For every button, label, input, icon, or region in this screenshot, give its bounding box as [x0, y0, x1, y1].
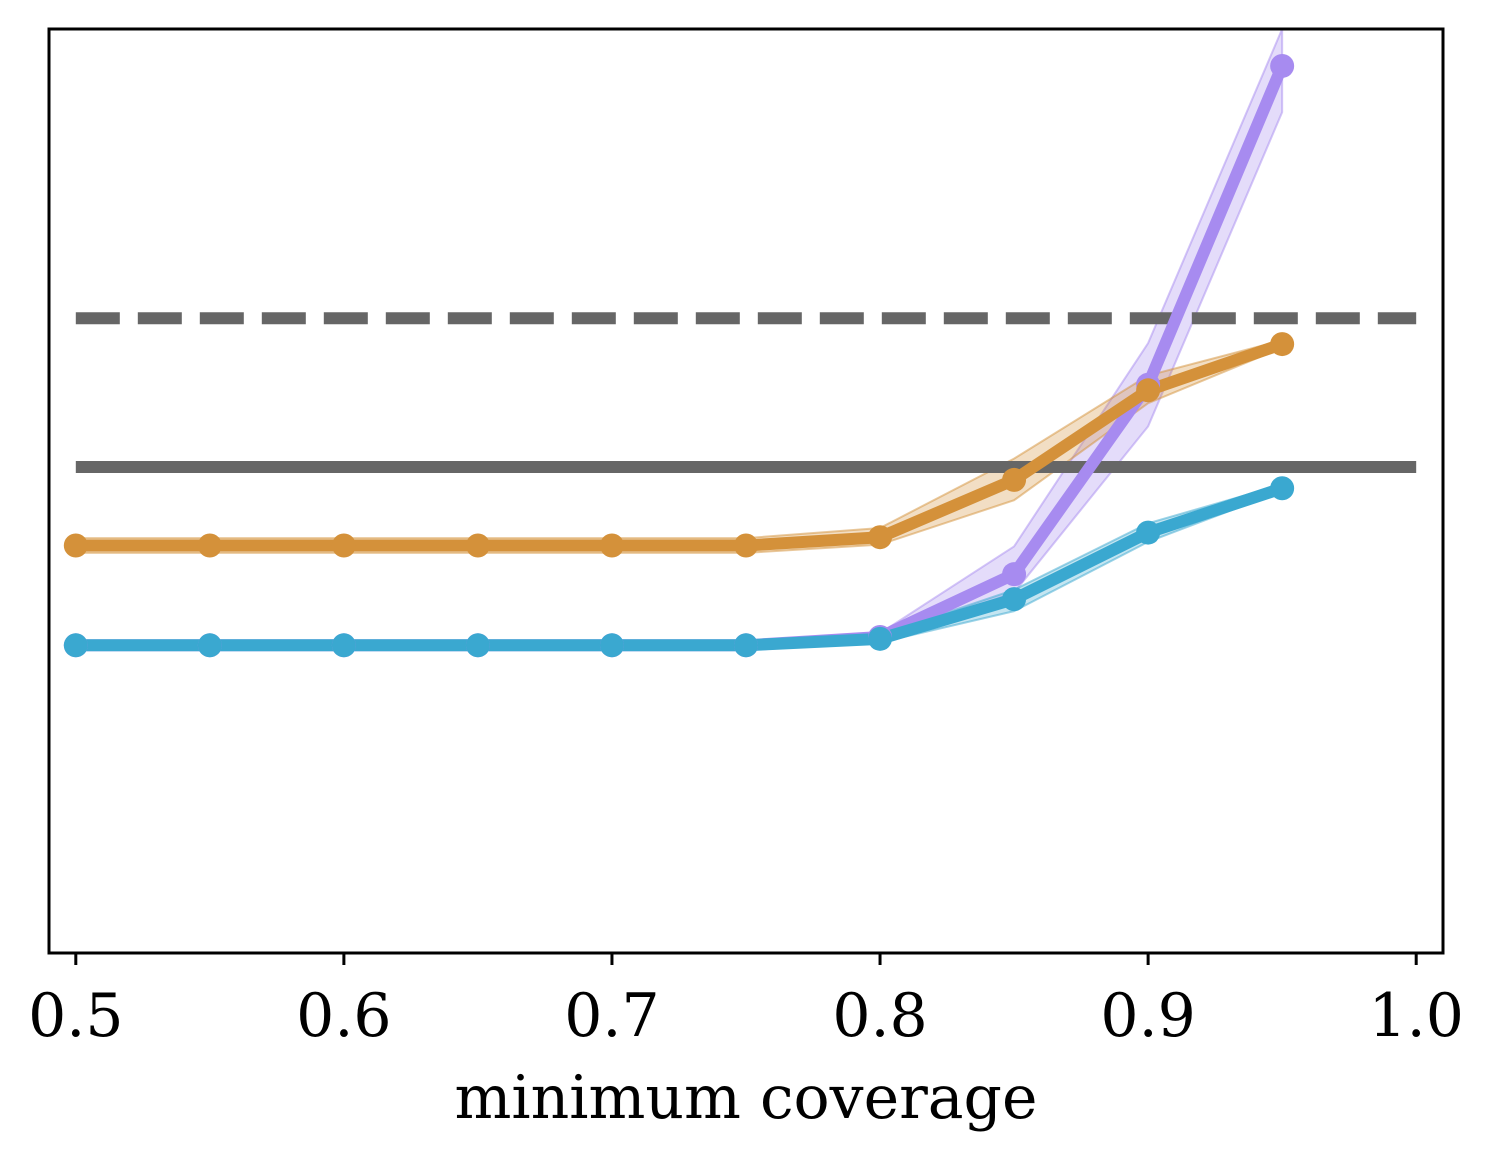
series-0-point	[1270, 53, 1295, 78]
plot-frame	[47, 27, 1445, 955]
series-2-point	[63, 633, 88, 658]
series-2-line	[69, 482, 1289, 652]
series-1-point	[1270, 332, 1295, 357]
series-2-point	[1270, 476, 1295, 501]
series-2-point	[868, 626, 893, 651]
series-2-point	[734, 633, 758, 658]
series-2-point	[465, 633, 490, 658]
x-axis-ticks: 0.5 0.6 0.7 0.8 0.9 1.0	[28, 953, 1464, 1051]
x-tick-label: 0.6	[296, 981, 391, 1051]
x-tick-label: 0.7	[564, 981, 659, 1051]
series-2-point	[599, 633, 624, 658]
x-tick-label: 1.0	[1368, 981, 1463, 1051]
series-1-point	[868, 525, 893, 550]
series-1-point	[197, 533, 222, 558]
series-1-point	[1002, 467, 1027, 492]
x-tick-label: 0.8	[832, 981, 927, 1051]
series-1-point	[465, 533, 490, 558]
series-1-point	[734, 533, 758, 558]
x-tick-label: 0.5	[28, 981, 123, 1051]
series-2-point	[197, 633, 222, 658]
series-2-point	[1136, 520, 1161, 545]
series-1-line	[69, 338, 1289, 552]
series-1-point	[63, 533, 88, 558]
x-axis-title: minimum coverage	[455, 1063, 1038, 1133]
series-2-point	[1002, 587, 1027, 612]
series-1-point	[331, 533, 356, 558]
series-1-point	[599, 533, 624, 558]
series-0-point	[1002, 562, 1027, 587]
x-tick-label: 0.9	[1100, 981, 1195, 1051]
series-lines	[69, 59, 1289, 652]
series-points	[63, 53, 1295, 658]
reference-lines	[75, 312, 1417, 473]
series-2-band	[74, 483, 1284, 651]
series-1-point	[1136, 378, 1161, 403]
series-2-point	[331, 633, 356, 658]
